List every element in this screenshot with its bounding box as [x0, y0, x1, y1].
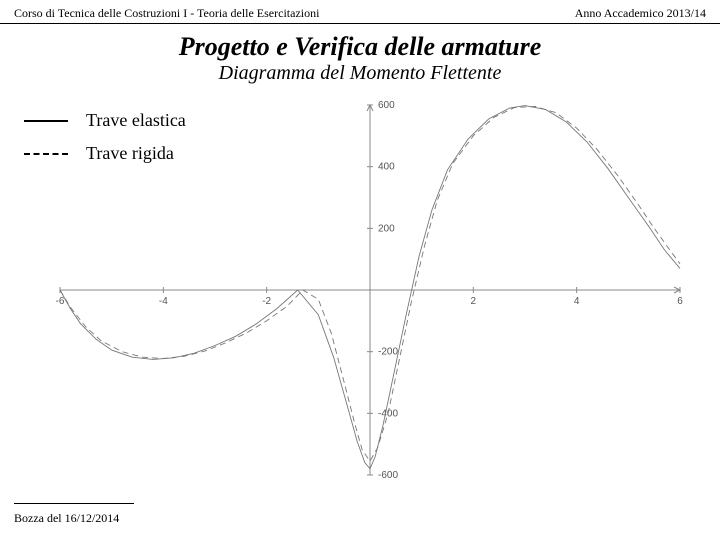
page-subtitle: Diagramma del Momento Flettente — [0, 62, 720, 85]
svg-text:-4: -4 — [159, 296, 168, 307]
svg-text:600: 600 — [378, 100, 395, 111]
footer-divider — [14, 503, 134, 504]
svg-text:200: 200 — [378, 223, 395, 234]
header-right: Anno Accademico 2013/14 — [575, 6, 706, 21]
header-bar: Corso di Tecnica delle Costruzioni I - T… — [0, 0, 720, 24]
svg-text:400: 400 — [378, 162, 395, 173]
svg-text:2: 2 — [471, 296, 477, 307]
svg-text:-200: -200 — [378, 347, 398, 358]
svg-text:-600: -600 — [378, 470, 398, 481]
svg-text:-2: -2 — [262, 296, 271, 307]
svg-text:-6: -6 — [56, 296, 65, 307]
footer-text: Bozza del 16/12/2014 — [14, 511, 119, 526]
chart-svg: -6-4-2246-600-400-200200400600 — [40, 95, 700, 495]
svg-text:4: 4 — [574, 296, 580, 307]
page-title: Progetto e Verifica delle armature — [0, 32, 720, 62]
moment-diagram-chart: -6-4-2246-600-400-200200400600 — [40, 95, 700, 495]
header-left: Corso di Tecnica delle Costruzioni I - T… — [14, 6, 319, 21]
svg-text:6: 6 — [677, 296, 683, 307]
